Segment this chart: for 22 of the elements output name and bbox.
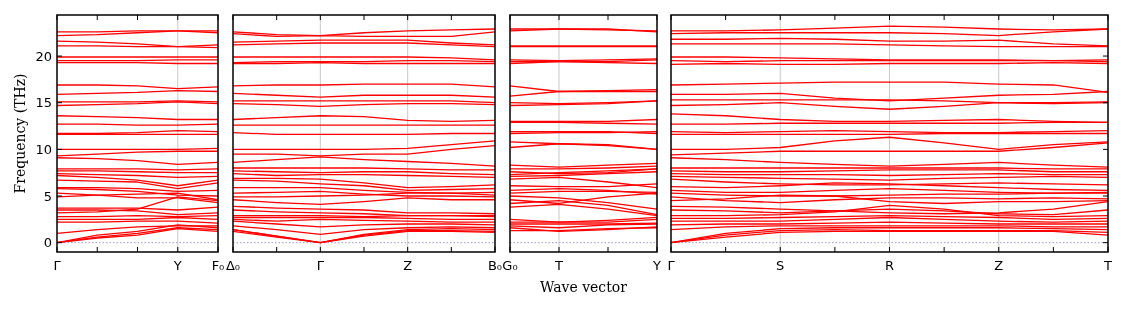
x-tick-label: Y bbox=[652, 258, 662, 273]
x-tick-label: T bbox=[554, 258, 564, 273]
x-tick-label: Y bbox=[172, 258, 182, 273]
y-tick-label: 15 bbox=[35, 95, 52, 111]
x-axis-title: Wave vector bbox=[540, 279, 628, 295]
x-tick-label: R bbox=[884, 258, 895, 273]
x-tick-label: Z bbox=[403, 258, 413, 273]
y-tick-label: 0 bbox=[43, 235, 52, 251]
x-tick-label: Z bbox=[994, 258, 1004, 273]
y-tick-label: 5 bbox=[43, 188, 52, 204]
x-tick-label: G₀ bbox=[502, 258, 518, 273]
x-tick-label: F₀ bbox=[211, 258, 225, 273]
y-tick-label: 10 bbox=[35, 141, 52, 157]
x-tick-label: Δ₀ bbox=[225, 258, 241, 273]
x-tick-label: B₀ bbox=[487, 258, 503, 273]
x-tick-label: T bbox=[1103, 258, 1113, 273]
x-tick-label: Γ bbox=[53, 258, 62, 273]
x-tick-label: Γ bbox=[316, 258, 325, 273]
x-tick-label: Γ bbox=[667, 258, 676, 273]
x-tick-label: S bbox=[776, 258, 785, 273]
y-tick-label: 20 bbox=[35, 48, 52, 64]
y-axis-title: Frequency (THz) bbox=[12, 73, 28, 194]
